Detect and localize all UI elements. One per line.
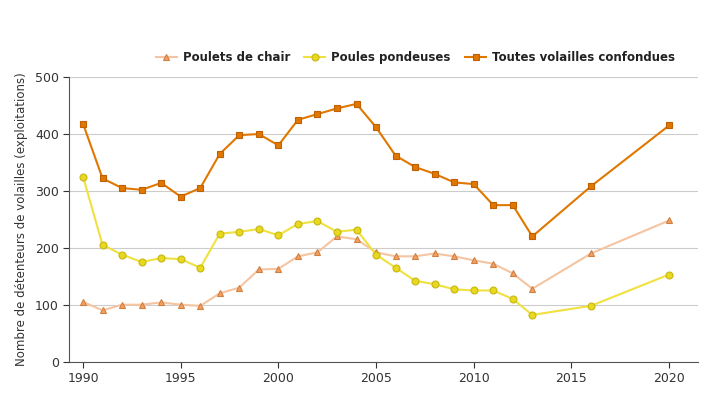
Poules pondeuses — [392, 265, 400, 270]
Poulets de chair — [372, 250, 381, 255]
Poulets de chair — [176, 302, 185, 307]
Toutes volailles confondues — [215, 152, 224, 156]
Toutes volailles confondues — [79, 121, 88, 126]
Poules pondeuses — [431, 282, 439, 287]
Poulets de chair — [469, 258, 478, 263]
Poulets de chair — [411, 254, 420, 259]
Poulets de chair — [508, 271, 517, 276]
Poules pondeuses — [411, 278, 420, 283]
Line: Poulets de chair: Poulets de chair — [80, 217, 673, 314]
Poules pondeuses — [333, 230, 341, 234]
Poules pondeuses — [157, 256, 165, 260]
Poulets de chair — [215, 291, 224, 296]
Toutes volailles confondues — [117, 186, 126, 190]
Poulets de chair — [431, 251, 439, 256]
Poules pondeuses — [235, 230, 244, 234]
Poules pondeuses — [215, 231, 224, 236]
Line: Toutes volailles confondues: Toutes volailles confondues — [80, 100, 673, 240]
Poules pondeuses — [196, 265, 204, 270]
Toutes volailles confondues — [294, 118, 302, 122]
Toutes volailles confondues — [98, 176, 107, 181]
Poulets de chair — [157, 300, 165, 305]
Poulets de chair — [665, 218, 674, 223]
Poules pondeuses — [313, 219, 322, 224]
Line: Poules pondeuses: Poules pondeuses — [80, 173, 673, 318]
Toutes volailles confondues — [489, 203, 497, 208]
Poulets de chair — [79, 300, 88, 304]
Poules pondeuses — [469, 288, 478, 293]
Poulets de chair — [98, 308, 107, 313]
Toutes volailles confondues — [372, 125, 381, 130]
Poulets de chair — [196, 304, 204, 308]
Poulets de chair — [294, 254, 302, 259]
Toutes volailles confondues — [274, 143, 283, 148]
Toutes volailles confondues — [528, 234, 536, 239]
Poules pondeuses — [294, 222, 302, 226]
Poules pondeuses — [254, 227, 263, 232]
Poulets de chair — [450, 254, 458, 259]
Toutes volailles confondues — [254, 132, 263, 136]
Poules pondeuses — [79, 174, 88, 179]
Poules pondeuses — [274, 233, 283, 238]
Toutes volailles confondues — [137, 187, 146, 192]
Toutes volailles confondues — [469, 182, 478, 186]
Toutes volailles confondues — [196, 186, 204, 190]
Poulets de chair — [274, 266, 283, 271]
Toutes volailles confondues — [450, 180, 458, 185]
Poulets de chair — [587, 251, 595, 256]
Poules pondeuses — [176, 257, 185, 262]
Poulets de chair — [254, 267, 263, 272]
Toutes volailles confondues — [313, 112, 322, 116]
Toutes volailles confondues — [235, 133, 244, 138]
Toutes volailles confondues — [508, 203, 517, 208]
Poulets de chair — [333, 234, 341, 239]
Poulets de chair — [137, 302, 146, 307]
Legend: Poulets de chair, Poules pondeuses, Toutes volailles confondues: Poulets de chair, Poules pondeuses, Tout… — [151, 46, 680, 68]
Poulets de chair — [392, 254, 400, 259]
Poulets de chair — [117, 302, 126, 307]
Toutes volailles confondues — [392, 153, 400, 158]
Toutes volailles confondues — [665, 123, 674, 128]
Poules pondeuses — [528, 312, 536, 317]
Poules pondeuses — [508, 297, 517, 302]
Toutes volailles confondues — [157, 180, 165, 185]
Poules pondeuses — [137, 260, 146, 264]
Toutes volailles confondues — [411, 165, 420, 170]
Toutes volailles confondues — [431, 172, 439, 176]
Poules pondeuses — [450, 287, 458, 292]
Poulets de chair — [352, 237, 361, 242]
Toutes volailles confondues — [176, 194, 185, 199]
Poules pondeuses — [98, 242, 107, 247]
Poulets de chair — [528, 286, 536, 291]
Poules pondeuses — [372, 252, 381, 257]
Poules pondeuses — [117, 252, 126, 257]
Poulets de chair — [489, 261, 497, 266]
Poules pondeuses — [352, 227, 361, 232]
Poules pondeuses — [489, 288, 497, 293]
Toutes volailles confondues — [587, 184, 595, 189]
Toutes volailles confondues — [333, 106, 341, 111]
Poulets de chair — [313, 250, 322, 255]
Poules pondeuses — [665, 272, 674, 277]
Toutes volailles confondues — [352, 102, 361, 106]
Poulets de chair — [235, 285, 244, 290]
Y-axis label: Nombre de détenteurs de volailles (exploitations): Nombre de détenteurs de volailles (explo… — [15, 72, 28, 366]
Poules pondeuses — [587, 304, 595, 308]
